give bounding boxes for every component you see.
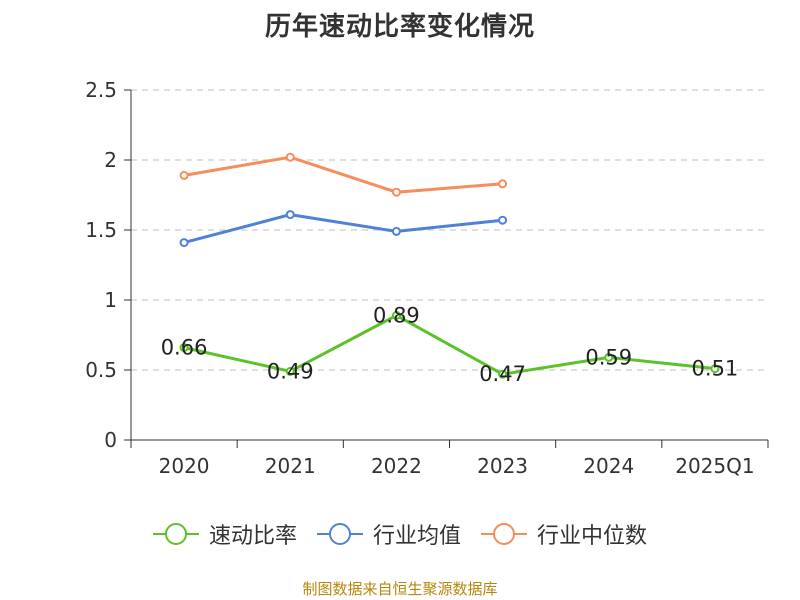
x-tick-label: 2022 bbox=[371, 454, 422, 478]
data-point bbox=[179, 170, 189, 180]
data-label: 0.59 bbox=[585, 345, 632, 369]
legend-label: 行业中位数 bbox=[537, 524, 648, 549]
source-note: 制图数据来自恒生聚源数据库 bbox=[302, 580, 498, 598]
legend-item[interactable]: 行业中位数 bbox=[481, 518, 647, 550]
series-line-0 bbox=[183, 313, 716, 376]
data-point bbox=[498, 215, 508, 225]
legend: 速动比率 行业均值 行业中位数 bbox=[0, 518, 800, 550]
data-point bbox=[391, 187, 401, 197]
data-point bbox=[285, 152, 295, 162]
data-point bbox=[498, 369, 508, 379]
data-label: 0.51 bbox=[692, 357, 739, 381]
x-tick-label: 2025Q1 bbox=[675, 454, 754, 478]
legend-label: 速动比率 bbox=[208, 524, 297, 549]
data-label: 0.89 bbox=[373, 303, 420, 327]
legend-label: 行业均值 bbox=[372, 524, 461, 549]
data-label: 0.49 bbox=[267, 359, 314, 383]
legend-item[interactable]: 行业均值 bbox=[316, 518, 461, 550]
series-line-1 bbox=[183, 213, 503, 245]
data-point bbox=[179, 238, 189, 248]
data-point bbox=[604, 352, 614, 362]
data-point bbox=[285, 210, 295, 220]
data-point bbox=[391, 226, 401, 236]
y-tick-label: 2.5 bbox=[85, 78, 117, 102]
y-tick-label: 0.5 bbox=[85, 358, 117, 382]
x-tick-label: 2024 bbox=[583, 454, 634, 478]
x-tick-label: 2023 bbox=[477, 454, 528, 478]
legend-marker bbox=[316, 523, 363, 545]
legend-item[interactable]: 速动比率 bbox=[152, 518, 297, 550]
series-line-2 bbox=[183, 155, 503, 194]
data-label: 0.47 bbox=[479, 362, 526, 386]
legend-marker bbox=[481, 523, 527, 545]
y-tick-label: 1 bbox=[104, 288, 117, 312]
data-point bbox=[498, 179, 508, 189]
y-tick-label: 2 bbox=[104, 148, 117, 172]
data-point bbox=[285, 366, 295, 376]
y-tick-label: 0 bbox=[104, 428, 117, 452]
data-point bbox=[179, 343, 189, 353]
data-label: 0.66 bbox=[161, 336, 208, 360]
data-point bbox=[710, 364, 720, 374]
y-tick-label: 1.5 bbox=[85, 218, 117, 242]
legend-marker bbox=[152, 523, 199, 545]
x-tick-label: 2021 bbox=[265, 454, 316, 478]
x-tick-label: 2020 bbox=[159, 454, 210, 478]
chart-title: 历年速动比率变化情况 bbox=[264, 12, 535, 42]
data-point bbox=[391, 310, 401, 320]
